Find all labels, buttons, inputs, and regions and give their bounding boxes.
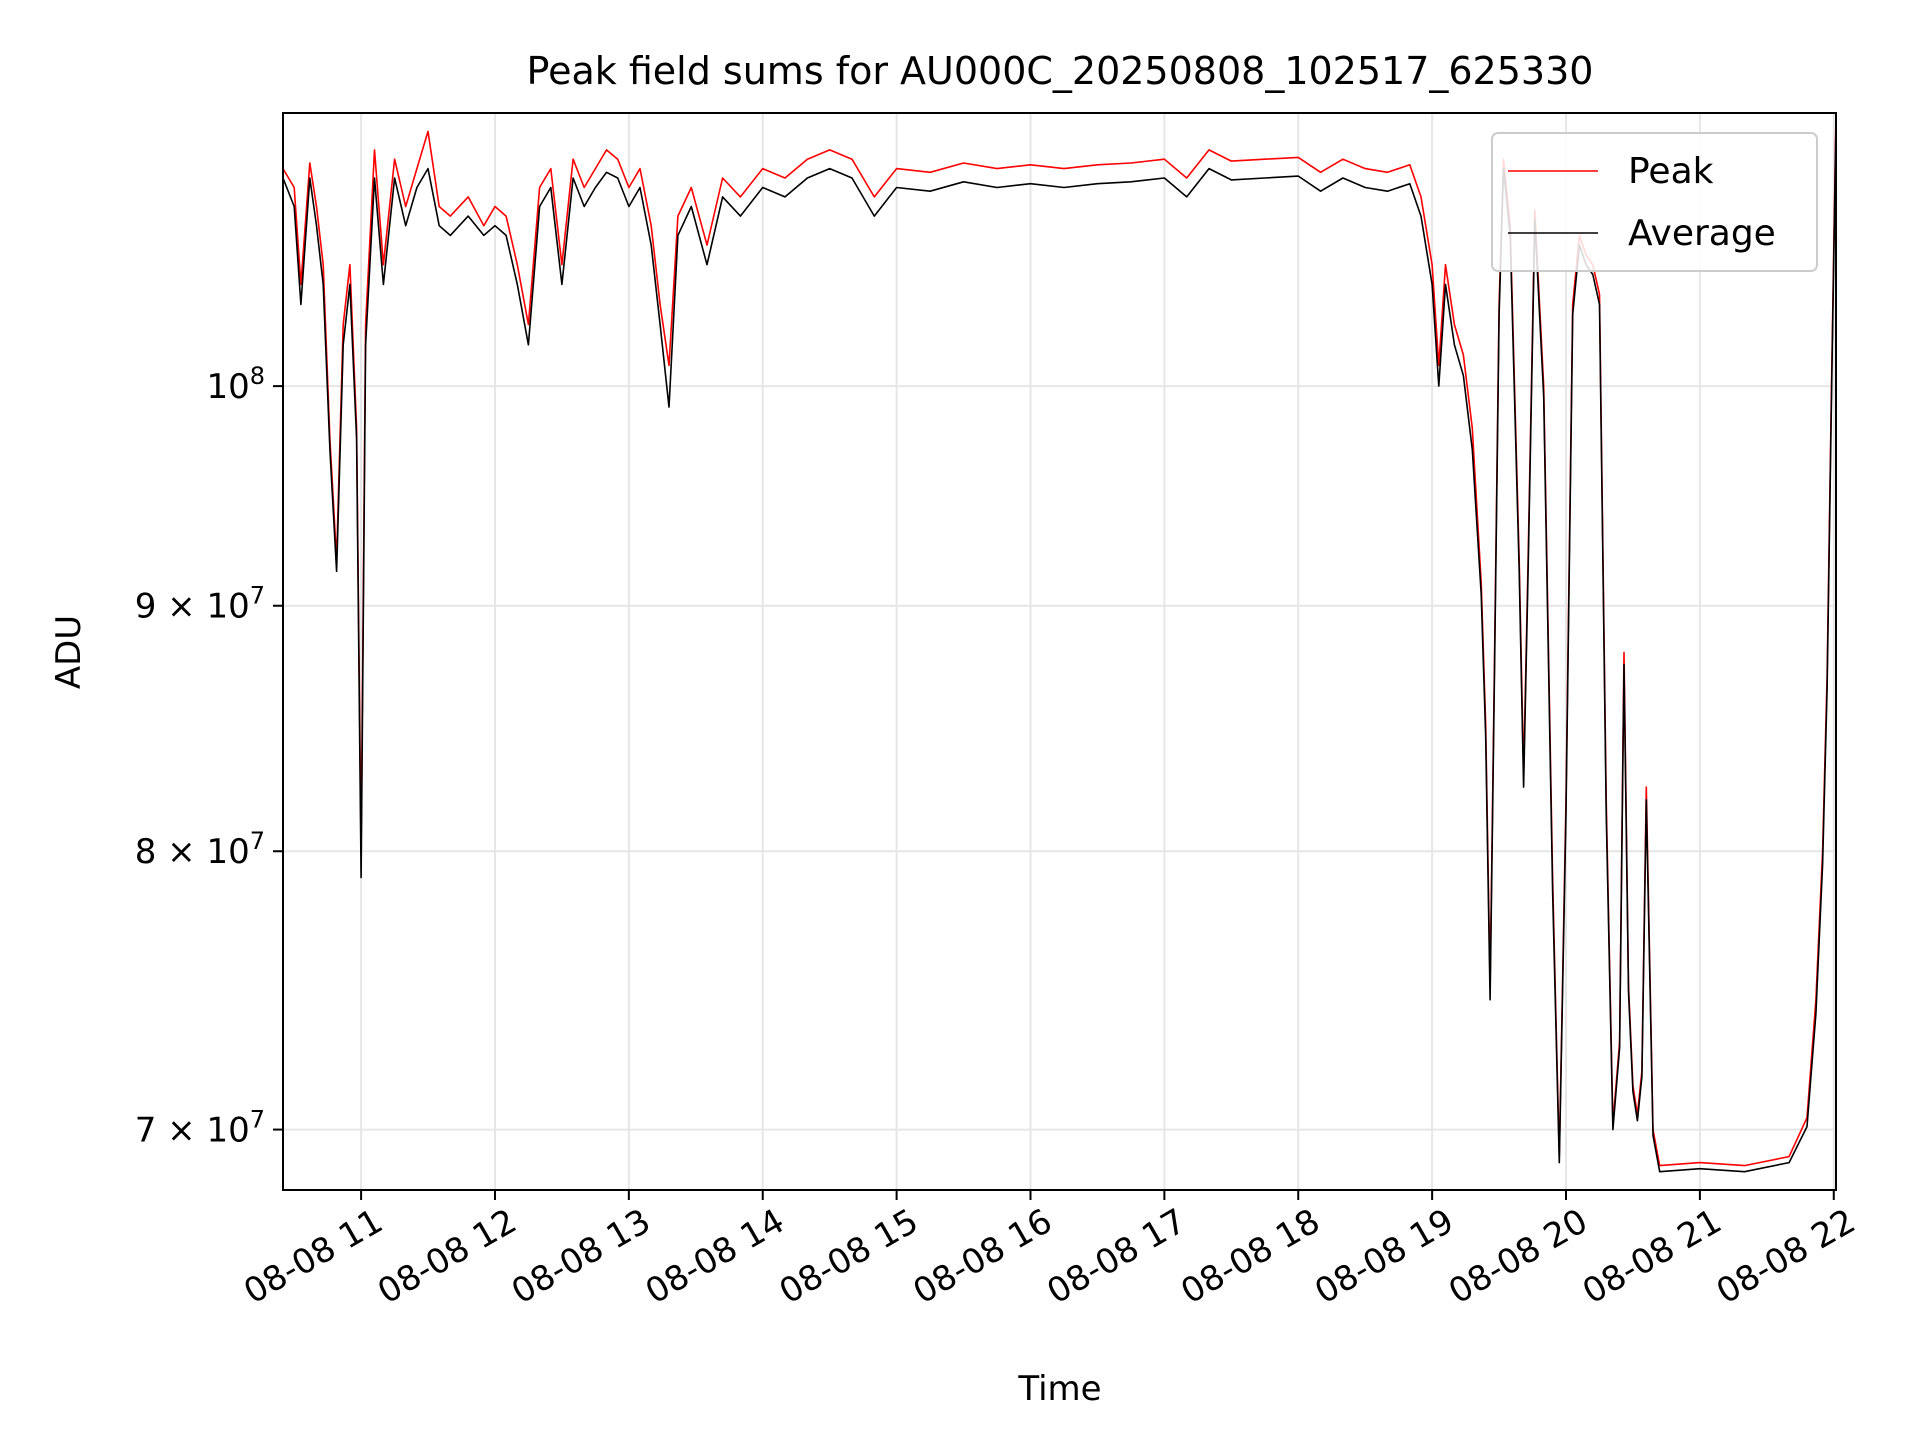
y-tick-label: 108 xyxy=(206,362,265,407)
legend: Peak Average xyxy=(1491,132,1818,272)
legend-frame xyxy=(1491,132,1818,272)
legend-label-average: Average xyxy=(1628,213,1776,254)
y-tick-label: 7 × 107 xyxy=(135,1106,265,1151)
y-tick-label: 8 × 107 xyxy=(135,827,265,872)
legend-label-peak: Peak xyxy=(1628,151,1714,192)
y-tick-label: 9 × 107 xyxy=(135,582,265,627)
y-axis: 7 × 107 8 × 107 9 × 107 108 xyxy=(135,362,283,1151)
plot-area xyxy=(282,112,1837,1173)
chart-title: Peak field sums for AU000C_20250808_1025… xyxy=(527,49,1594,93)
y-axis-label: ADU xyxy=(49,615,89,689)
x-axis-label: Time xyxy=(1017,1369,1101,1409)
series-line-average xyxy=(282,122,1837,1173)
axes-frame xyxy=(282,112,1837,1191)
